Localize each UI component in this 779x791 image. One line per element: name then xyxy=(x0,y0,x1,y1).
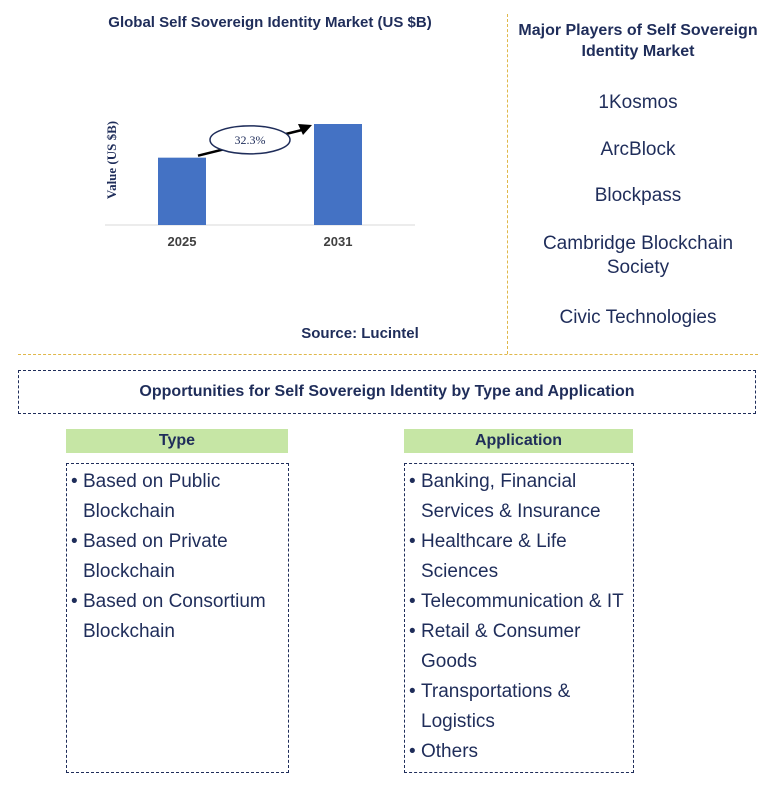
horizontal-divider xyxy=(18,354,758,355)
players-title: Major Players of Self Sovereign Identity… xyxy=(518,22,758,60)
growth-arrow-head xyxy=(298,124,312,135)
player-item: Blockpass xyxy=(594,185,682,206)
list-item: Others xyxy=(409,737,629,767)
player-item: ArcBlock xyxy=(600,139,676,160)
type-header: Type xyxy=(66,429,288,453)
chart-title: Global Self Sovereign Identity Market (U… xyxy=(108,14,432,31)
player-item: Civic Technologies xyxy=(559,307,717,328)
player-item: Cambridge Blockchain Society xyxy=(542,233,734,278)
chart-source: Source: Lucintel xyxy=(301,325,419,342)
list-item: Based on Consortium Blockchain xyxy=(71,587,284,647)
player-item: 1Kosmos xyxy=(598,92,678,113)
type-list: Based on Public Blockchain Based on Priv… xyxy=(66,463,289,773)
bar-chart: 2025 2031 Value (US $B) 32.3% xyxy=(104,121,415,249)
list-item: Healthcare & Life Sciences xyxy=(409,527,629,587)
application-list: Banking, Financial Services & Insurance … xyxy=(404,463,634,773)
bar-2025 xyxy=(158,157,206,225)
opportunities-title: Opportunities for Self Sovereign Identit… xyxy=(18,370,756,414)
cagr-badge xyxy=(209,125,291,155)
bar-2031 xyxy=(314,124,362,225)
list-item: Transportations & Logistics xyxy=(409,677,629,737)
x-tick-label: 2025 xyxy=(168,234,197,249)
y-axis-label: Value (US $B) xyxy=(104,121,119,199)
vertical-divider xyxy=(507,14,508,354)
list-item: Based on Public Blockchain xyxy=(71,467,284,527)
list-item: Retail & Consumer Goods xyxy=(409,617,629,677)
x-tick-label: 2031 xyxy=(324,234,353,249)
list-item: Banking, Financial Services & Insurance xyxy=(409,467,629,527)
list-item: Based on Private Blockchain xyxy=(71,527,284,587)
application-header: Application xyxy=(404,429,633,453)
cagr-label: 32.3% xyxy=(235,133,266,147)
list-item: Telecommunication & IT xyxy=(409,587,629,617)
